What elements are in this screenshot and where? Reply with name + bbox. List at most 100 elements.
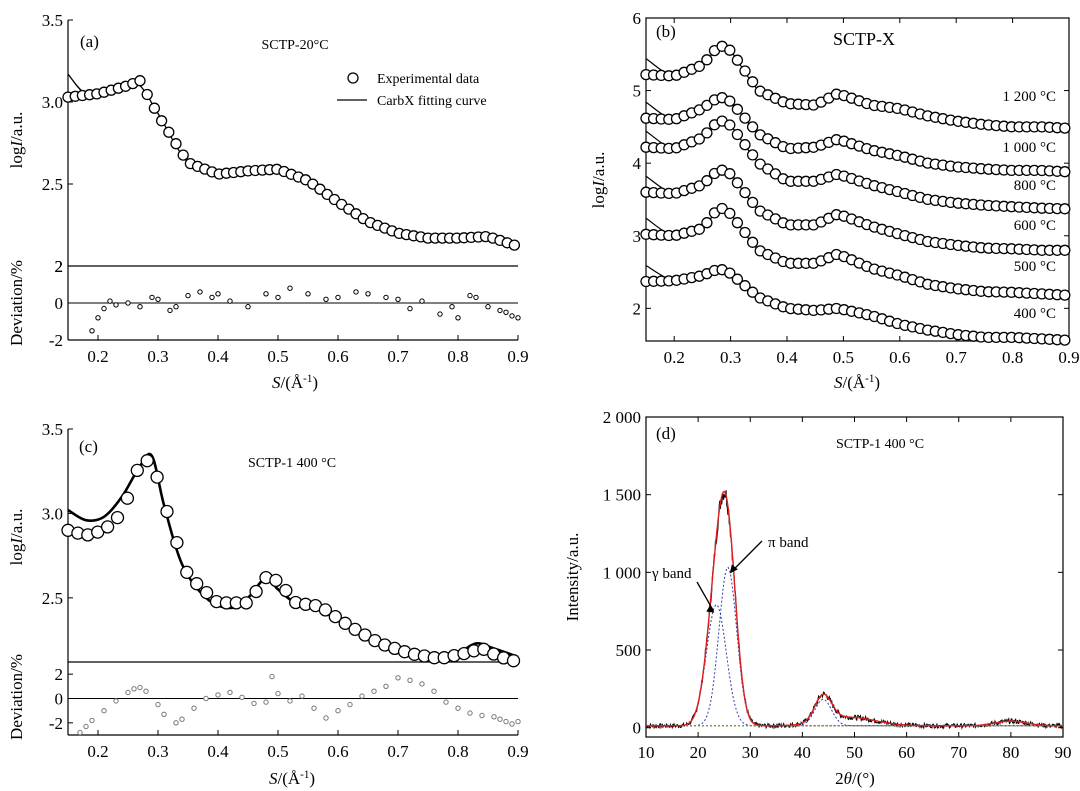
deviation-point bbox=[437, 311, 443, 317]
data-point bbox=[724, 267, 736, 279]
data-point bbox=[130, 463, 144, 478]
deviation-point bbox=[515, 315, 521, 321]
deviation-point bbox=[263, 291, 269, 297]
x-tick-label: 10 bbox=[638, 743, 655, 762]
deviation-point bbox=[143, 688, 149, 694]
deviation-point bbox=[473, 294, 479, 301]
data-point bbox=[338, 616, 352, 630]
deviation-point bbox=[215, 291, 221, 297]
data-point bbox=[120, 491, 135, 505]
x-axis-label: 2θ/(°) bbox=[835, 769, 875, 788]
deviation-point bbox=[323, 296, 329, 302]
data-point bbox=[739, 112, 751, 124]
y-tick-label: 2.5 bbox=[42, 175, 63, 194]
data-point bbox=[506, 654, 521, 668]
data-point bbox=[739, 139, 751, 151]
data-point bbox=[170, 138, 182, 150]
data-point bbox=[1059, 203, 1071, 215]
deviation-point bbox=[383, 683, 389, 689]
legend-label: Experimental data bbox=[377, 72, 480, 87]
x-tick-label: 0.5 bbox=[267, 347, 288, 366]
data-point bbox=[746, 286, 759, 298]
deviation-point bbox=[227, 298, 233, 304]
x-tick-label: 0.4 bbox=[776, 348, 798, 367]
deviation-point bbox=[275, 690, 281, 697]
deviation-point bbox=[287, 285, 293, 291]
data-point bbox=[746, 196, 759, 209]
panel-c: 2.5 3.0 3.5 -2 0 2 0.2 0.3 0.4 0.5 0.6 0.7 0.8 0.9 (c)… bbox=[7, 420, 529, 788]
y-tick-label: 4 bbox=[633, 154, 642, 173]
y-tick-label: 3.5 bbox=[42, 420, 63, 439]
data-point bbox=[140, 454, 154, 468]
deviation-point bbox=[299, 693, 305, 699]
x-tick-label: 0.8 bbox=[1002, 348, 1023, 367]
data-point bbox=[249, 584, 263, 599]
deviation-point bbox=[467, 292, 473, 299]
deviation-point bbox=[455, 315, 461, 321]
deviation-point bbox=[107, 298, 113, 304]
data-point bbox=[731, 273, 744, 285]
y-tick-label: 3 bbox=[633, 227, 642, 246]
deviation-point bbox=[503, 718, 509, 725]
data-point bbox=[746, 149, 759, 161]
deviation-point bbox=[251, 700, 257, 707]
deviation-point bbox=[503, 309, 509, 315]
y-axis-label: logI/a.u. bbox=[589, 152, 608, 209]
pi-arrowhead bbox=[729, 564, 738, 574]
y-tick-label: 2.5 bbox=[42, 589, 63, 608]
x-tick-label: 0.4 bbox=[207, 347, 229, 366]
deviation-point bbox=[443, 699, 449, 705]
y-tick-label: 0 bbox=[55, 294, 64, 313]
data-point bbox=[724, 119, 736, 131]
data-point bbox=[746, 76, 759, 88]
pi-arrow bbox=[731, 540, 763, 572]
x-axis-label: S/(Å-1) bbox=[834, 373, 880, 392]
deviation-point bbox=[203, 695, 209, 702]
data-point bbox=[724, 168, 736, 180]
chart-title: SCTP-20°C bbox=[261, 38, 328, 53]
x-tick-label: 0.7 bbox=[387, 742, 409, 761]
x-tick-label: 90 bbox=[1055, 743, 1072, 762]
deviation-point bbox=[491, 714, 497, 720]
chart-title: SCTP-1 400 °C bbox=[248, 456, 336, 471]
y-tick-label: 2 bbox=[55, 665, 64, 684]
data-point bbox=[328, 609, 342, 624]
deviation-point bbox=[161, 711, 167, 717]
data-point bbox=[279, 583, 293, 598]
data-point bbox=[693, 60, 705, 73]
deviation-point bbox=[455, 705, 461, 711]
x-axis-label: S/(Å-1) bbox=[272, 373, 318, 392]
x-tick-label: 0.8 bbox=[447, 347, 468, 366]
x-tick-label: 30 bbox=[742, 743, 759, 762]
data-point bbox=[693, 223, 705, 235]
data-point bbox=[190, 577, 204, 591]
x-tick-label: 0.9 bbox=[1058, 348, 1079, 367]
gamma-arrowhead bbox=[706, 604, 715, 613]
deviation-point bbox=[263, 699, 269, 705]
data-point bbox=[269, 573, 283, 588]
deviation-point bbox=[287, 698, 293, 704]
y-tick-label: 500 bbox=[616, 641, 642, 660]
y-tick-label: 2 bbox=[633, 299, 642, 318]
data-point bbox=[150, 470, 164, 484]
gamma-band-label: γ band bbox=[651, 566, 692, 582]
deviation-point bbox=[155, 701, 161, 708]
x-tick-label: 70 bbox=[950, 743, 967, 762]
data-point bbox=[746, 121, 759, 133]
y-tick-label: 3.0 bbox=[42, 93, 63, 112]
deviation-point bbox=[467, 710, 473, 716]
deviation-point bbox=[497, 307, 503, 314]
deviation-point bbox=[395, 675, 401, 681]
panel-label: (c) bbox=[79, 437, 98, 456]
x-tick-label: 0.6 bbox=[327, 742, 348, 761]
y-tick-label: 3.0 bbox=[42, 504, 63, 523]
data-point bbox=[724, 95, 736, 107]
deviation-point bbox=[83, 723, 89, 730]
deviation-point bbox=[215, 692, 221, 698]
data-point bbox=[701, 175, 713, 187]
fit-line bbox=[67, 452, 519, 660]
y-tick-label: 2 bbox=[55, 257, 64, 276]
series-label: 600 °C bbox=[1014, 218, 1056, 234]
data-point bbox=[358, 628, 372, 642]
